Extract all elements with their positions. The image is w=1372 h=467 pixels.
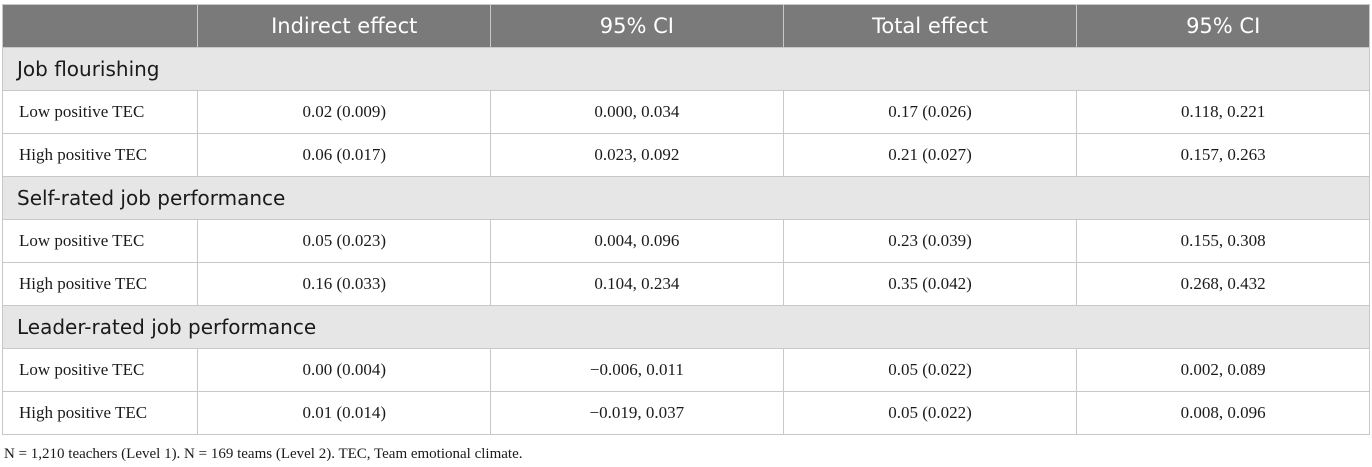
cell-total-ci: 0.008, 0.096 xyxy=(1076,391,1370,435)
cell-indirect-effect: 0.16 (0.033) xyxy=(197,262,492,306)
table-header-row: Indirect effect 95% CI Total effect 95% … xyxy=(1,4,1370,48)
cell-indirect-ci: 0.000, 0.034 xyxy=(490,90,784,134)
row-label: Low positive TEC xyxy=(1,90,199,134)
table-footnote: N = 1,210 teachers (Level 1). N = 169 te… xyxy=(4,446,523,462)
cell-indirect-ci: −0.006, 0.011 xyxy=(490,348,784,392)
cell-total-effect: 0.23 (0.039) xyxy=(782,219,1078,263)
cell-indirect-ci: 0.023, 0.092 xyxy=(490,133,784,177)
table-row: Low positive TEC 0.02 (0.009) 0.000, 0.0… xyxy=(1,90,1370,134)
table-row: High positive TEC 0.06 (0.017) 0.023, 0.… xyxy=(1,133,1370,177)
cell-indirect-ci: 0.004, 0.096 xyxy=(490,219,784,263)
cell-total-ci: 0.157, 0.263 xyxy=(1076,133,1370,177)
cell-indirect-effect: 0.00 (0.004) xyxy=(197,348,492,392)
header-cell-total-ci: 95% CI xyxy=(1076,4,1370,48)
cell-indirect-effect: 0.06 (0.017) xyxy=(197,133,492,177)
section-title: Self-rated job performance xyxy=(2,176,1370,220)
cell-indirect-ci: 0.104, 0.234 xyxy=(490,262,784,306)
header-cell-indirect-ci: 95% CI xyxy=(490,4,784,48)
cell-total-effect: 0.17 (0.026) xyxy=(782,90,1078,134)
row-label: High positive TEC xyxy=(1,133,199,177)
row-label: High positive TEC xyxy=(1,262,199,306)
section-title: Leader-rated job performance xyxy=(2,305,1370,349)
header-cell-indirect-effect: Indirect effect xyxy=(197,4,492,48)
table-row: High positive TEC 0.16 (0.033) 0.104, 0.… xyxy=(1,262,1370,306)
table-row: High positive TEC 0.01 (0.014) −0.019, 0… xyxy=(1,391,1370,435)
cell-total-effect: 0.05 (0.022) xyxy=(782,348,1078,392)
section-row-leader-rated-job-performance: Leader-rated job performance xyxy=(2,305,1370,349)
header-cell-total-effect: Total effect xyxy=(782,4,1078,48)
header-cell-blank xyxy=(1,4,199,48)
cell-total-ci: 0.118, 0.221 xyxy=(1076,90,1370,134)
cell-total-effect: 0.35 (0.042) xyxy=(782,262,1078,306)
cell-total-effect: 0.21 (0.027) xyxy=(782,133,1078,177)
table-row: Low positive TEC 0.00 (0.004) −0.006, 0.… xyxy=(1,348,1370,392)
cell-total-ci: 0.155, 0.308 xyxy=(1076,219,1370,263)
cell-total-ci: 0.268, 0.432 xyxy=(1076,262,1370,306)
row-label: High positive TEC xyxy=(1,391,199,435)
cell-total-effect: 0.05 (0.022) xyxy=(782,391,1078,435)
cell-indirect-effect: 0.01 (0.014) xyxy=(197,391,492,435)
section-row-job-flourishing: Job flourishing xyxy=(2,47,1370,91)
table-row: Low positive TEC 0.05 (0.023) 0.004, 0.0… xyxy=(1,219,1370,263)
cell-indirect-effect: 0.05 (0.023) xyxy=(197,219,492,263)
results-table: Indirect effect 95% CI Total effect 95% … xyxy=(1,4,1370,435)
section-title: Job flourishing xyxy=(2,47,1370,91)
cell-indirect-ci: −0.019, 0.037 xyxy=(490,391,784,435)
row-label: Low positive TEC xyxy=(1,348,199,392)
cell-total-ci: 0.002, 0.089 xyxy=(1076,348,1370,392)
cell-indirect-effect: 0.02 (0.009) xyxy=(197,90,492,134)
row-label: Low positive TEC xyxy=(1,219,199,263)
section-row-self-rated-job-performance: Self-rated job performance xyxy=(2,176,1370,220)
